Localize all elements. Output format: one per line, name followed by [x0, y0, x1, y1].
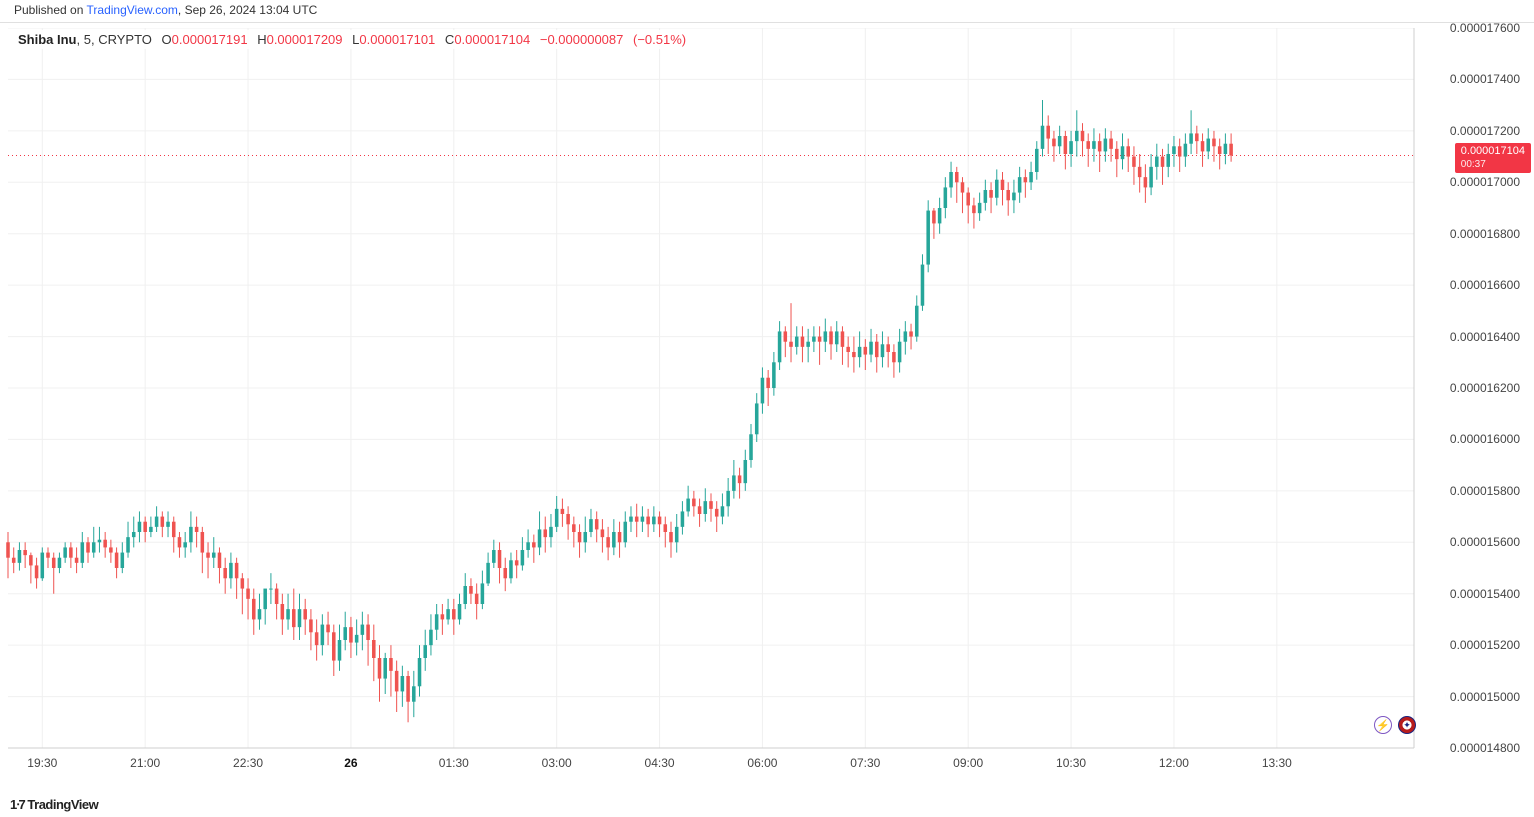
publish-prefix: Published on: [14, 3, 87, 17]
x-tick-label: 09:00: [953, 756, 983, 770]
ohlc-open: 0.000017191: [172, 32, 248, 47]
x-tick-label: 07:30: [850, 756, 880, 770]
y-tick-label: 0.000017600: [1450, 21, 1520, 35]
y-tick-label: 0.000016600: [1450, 278, 1520, 292]
ohlc-close: 0.000017104: [454, 32, 530, 47]
x-tick-label: 12:00: [1159, 756, 1189, 770]
x-tick-label: 06:00: [747, 756, 777, 770]
legend-bar[interactable]: Shiba Inu, 5, CRYPTO O0.000017191 H0.000…: [14, 30, 690, 49]
y-tick-label: 0.000017200: [1450, 124, 1520, 138]
x-tick-label: 22:30: [233, 756, 263, 770]
y-tick-label: 0.000016800: [1450, 227, 1520, 241]
x-tick-label: 04:30: [645, 756, 675, 770]
candlestick-chart: [0, 28, 1534, 789]
y-tick-label: 0.000015200: [1450, 638, 1520, 652]
y-tick-label: 0.000016000: [1450, 432, 1520, 446]
y-tick-label: 0.000017400: [1450, 72, 1520, 86]
symbol-name: Shiba Inu: [18, 32, 77, 47]
publish-date: , Sep 26, 2024 13:04 UTC: [178, 3, 317, 17]
ohlc-change-pct: (−0.51%): [633, 32, 686, 47]
publish-site-link[interactable]: TradingView.com: [87, 3, 178, 17]
symbol-interval: 5: [84, 32, 91, 47]
x-tick-label: 01:30: [439, 756, 469, 770]
x-tick-label: 03:00: [542, 756, 572, 770]
last-price-tag: 0.000017104 00:37: [1455, 143, 1531, 173]
ohlc-high: 0.000017209: [267, 32, 343, 47]
x-tick-label: 19:30: [27, 756, 57, 770]
y-tick-label: 0.000017000: [1450, 175, 1520, 189]
chart-pane[interactable]: 0.000014800 0.000015000 0.000015200 0.00001…: [0, 28, 1534, 789]
header-separator: [0, 22, 1534, 23]
bar-countdown: 00:37: [1461, 158, 1525, 171]
y-tick-label: 0.000015000: [1450, 690, 1520, 704]
market-session-icon[interactable]: ✦: [1398, 716, 1416, 734]
x-tick-label: 10:30: [1056, 756, 1086, 770]
y-tick-label: 0.000015400: [1450, 587, 1520, 601]
y-tick-label: 0.000016200: [1450, 381, 1520, 395]
y-tick-label: 0.000015600: [1450, 535, 1520, 549]
ohlc-low: 0.000017101: [359, 32, 435, 47]
y-tick-label: 0.000016400: [1450, 330, 1520, 344]
x-tick-label: 26: [344, 756, 357, 770]
symbol-exchange: CRYPTO: [98, 32, 152, 47]
snapshot-icon[interactable]: ⚡: [1374, 716, 1392, 734]
y-tick-label: 0.000014800: [1450, 741, 1520, 755]
y-tick-label: 0.000015800: [1450, 484, 1520, 498]
x-tick-label: 13:30: [1262, 756, 1292, 770]
tradingview-logo: 1ᐧ7 TradingView: [10, 797, 98, 813]
last-price-value: 0.000017104: [1461, 145, 1525, 158]
publish-bar: Published on TradingView.com, Sep 26, 20…: [0, 0, 1534, 22]
x-tick-label: 21:00: [130, 756, 160, 770]
ohlc-change-abs: −0.000000087: [540, 32, 624, 47]
